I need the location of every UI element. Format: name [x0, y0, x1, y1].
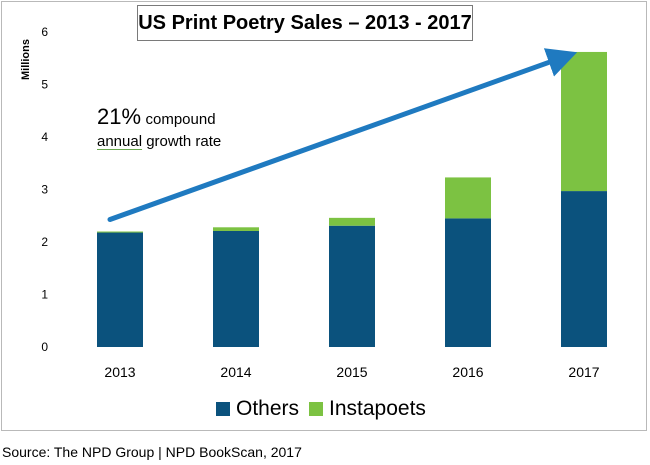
- legend-item-others: Others: [216, 397, 299, 421]
- x-tick-label-2014: 2014: [220, 364, 251, 380]
- legend-swatch-instapoets: [309, 402, 324, 416]
- bar-instapoets-2015: [329, 217, 375, 226]
- bar-others-2014: [213, 230, 259, 347]
- bar-others-2013: [97, 232, 143, 347]
- bar-instapoets-2016: [445, 177, 491, 219]
- legend-label-others: Others: [236, 397, 300, 420]
- bar-instapoets-2014: [213, 227, 259, 231]
- y-tick-label-4: 4: [41, 130, 48, 144]
- y-tick-label-2: 2: [41, 235, 48, 249]
- bar-others-2016: [445, 218, 491, 347]
- chart-frame: [1, 1, 647, 431]
- x-tick-label-2016: 2016: [452, 364, 483, 380]
- x-tick-label-2017: 2017: [568, 364, 599, 380]
- x-tick-label-2013: 2013: [104, 364, 135, 380]
- growth-annotation: 21% compound annual growth rate: [97, 102, 221, 152]
- x-tick-label-2015: 2015: [336, 364, 367, 380]
- y-tick-label-1: 1: [41, 288, 48, 302]
- y-tick-label-6: 6: [41, 25, 48, 39]
- legend-swatch-others: [216, 402, 230, 416]
- chart-plot: 0 1 2 3 4 5 6 2013 2014 2015 2016 2017: [41, 25, 607, 380]
- growth-compound: compound: [145, 111, 216, 128]
- legend-item-instapoets: Instapoets: [309, 397, 426, 421]
- bar-others-2017: [561, 191, 607, 347]
- growth-rate: growth rate: [146, 132, 222, 150]
- bar-instapoets-2013: [97, 231, 143, 233]
- growth-annual: annual: [97, 132, 143, 150]
- legend-label-instapoets: Instapoets: [329, 397, 426, 420]
- chart-title: US Print Poetry Sales – 2013 - 2017: [137, 5, 473, 41]
- growth-arrow: [107, 48, 578, 222]
- growth-percent: 21%: [97, 104, 142, 129]
- y-tick-label-3: 3: [41, 183, 48, 197]
- bar-others-2015: [329, 225, 375, 347]
- y-tick-label-5: 5: [41, 78, 48, 92]
- bar-instapoets-2017: [561, 51, 607, 192]
- legend: Others Instapoets: [216, 395, 426, 423]
- y-tick-label-0: 0: [41, 340, 48, 354]
- source-note: Source: The NPD Group | NPD BookScan, 20…: [2, 444, 302, 460]
